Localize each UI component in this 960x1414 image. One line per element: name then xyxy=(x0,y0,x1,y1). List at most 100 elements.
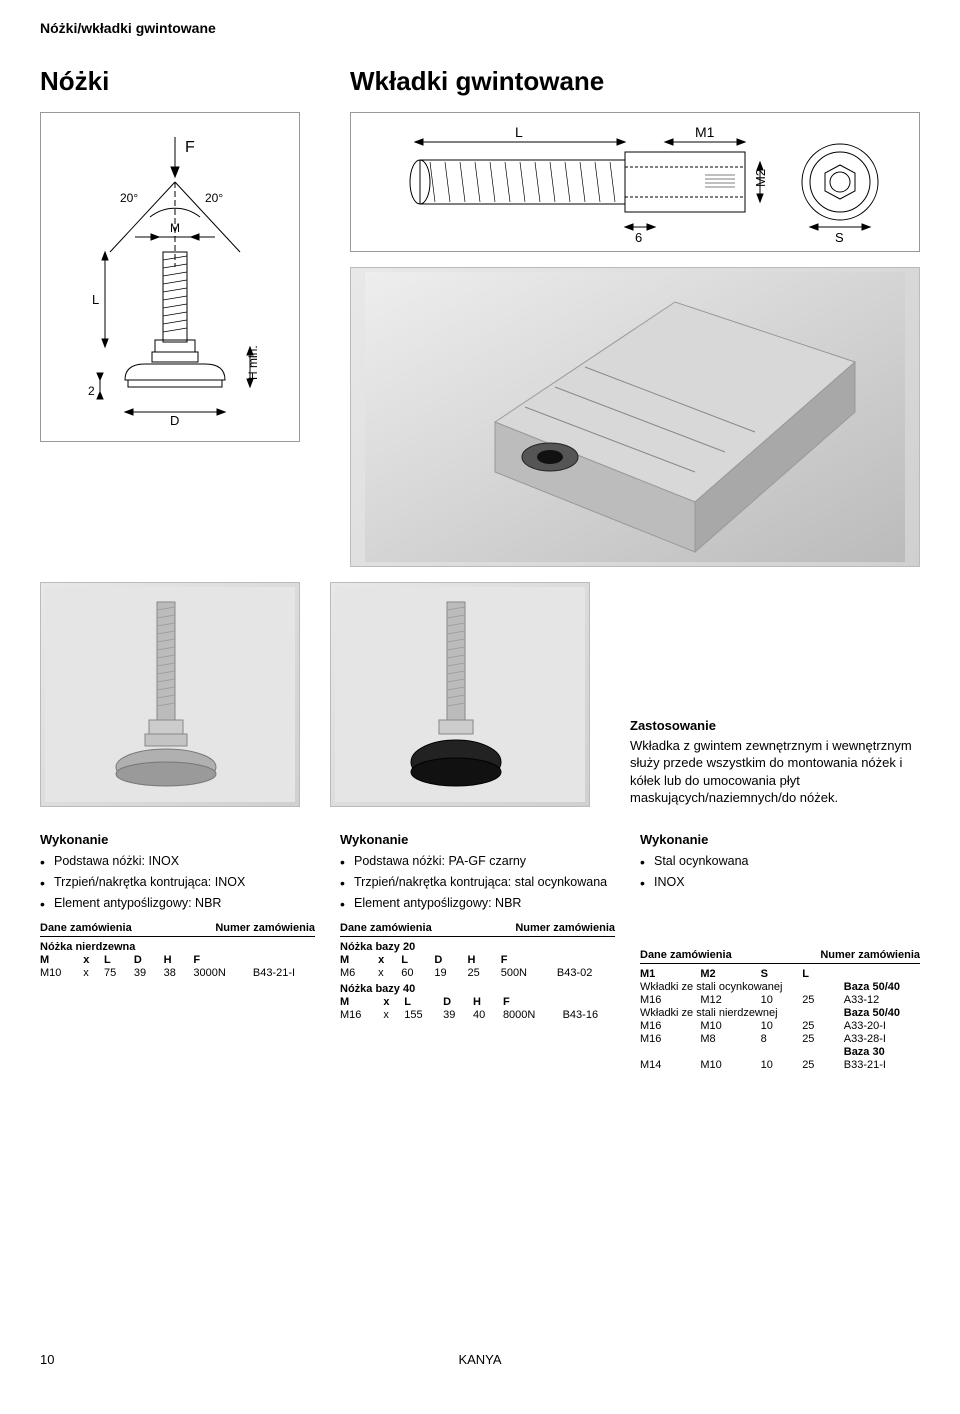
left-title: Nóżki xyxy=(40,66,320,97)
svg-text:2: 2 xyxy=(88,384,95,398)
sub-row-r: Baza 50/40 xyxy=(844,1007,920,1020)
bullets-2: Podstawa nóżki: PA-GF czarny Trzpień/nak… xyxy=(340,852,615,912)
foot-diagram-svg: F 20° 20° M xyxy=(50,122,290,432)
cell: 19 xyxy=(434,967,467,980)
cell: B33-21-I xyxy=(844,1059,920,1072)
col-h: S xyxy=(761,968,803,981)
col-h: F xyxy=(193,954,252,967)
list-item: Podstawa nóżki: PA-GF czarny xyxy=(354,852,615,870)
col-h: L xyxy=(802,968,844,981)
col-h: H xyxy=(473,996,503,1009)
profile-photo-svg xyxy=(365,272,905,562)
foot-photo-black xyxy=(330,582,590,807)
cell: M8 xyxy=(700,1033,760,1046)
cell: 500N xyxy=(501,967,557,980)
svg-text:M: M xyxy=(170,221,180,235)
sub-2-2: Nóżka bazy 40 xyxy=(340,983,615,995)
col-h xyxy=(557,954,615,967)
list-item: Element antypoślizgowy: NBR xyxy=(54,894,315,912)
column-1: Wykonanie Podstawa nóżki: INOX Trzpień/n… xyxy=(40,832,315,1072)
svg-text:6: 6 xyxy=(635,230,642,245)
cell: 40 xyxy=(473,1009,503,1022)
col-h: D xyxy=(134,954,164,967)
page-header: Nóżki/wkładki gwintowane xyxy=(40,20,920,36)
table-row: M10 x 75 39 38 3000N B43-21-I xyxy=(40,967,315,980)
table-row: Wkładki ze stali nierdzewnej Baza 50/40 xyxy=(640,1007,920,1020)
top-row: Nóżki F 20° 20° M xyxy=(40,66,920,567)
profile-photo xyxy=(350,267,920,567)
cell: 25 xyxy=(468,967,501,980)
label-F: F xyxy=(185,139,195,156)
cell: x xyxy=(378,967,401,980)
bullets-3: Stal ocynkowana INOX xyxy=(640,852,920,891)
table-3: M1 M2 S L Wkładki ze stali ocynkowanej B… xyxy=(640,968,920,1072)
data-header-2: Dane zamówienia Numer zamówienia xyxy=(340,922,615,937)
cell: M10 xyxy=(700,1020,760,1033)
column-3: Wykonanie Stal ocynkowana INOX Dane zamó… xyxy=(640,832,920,1072)
bullets-1: Podstawa nóżki: INOX Trzpień/nakrętka ko… xyxy=(40,852,315,912)
svg-text:H min.: H min. xyxy=(246,345,260,380)
dh-left: Dane zamówienia xyxy=(340,922,432,934)
cell: B43-16 xyxy=(563,1009,615,1022)
sub-row xyxy=(640,1046,844,1059)
data-header-3: Dane zamówienia Numer zamówienia xyxy=(640,949,920,964)
list-item: INOX xyxy=(654,873,920,891)
cell: A33-28-I xyxy=(844,1033,920,1046)
cell: 25 xyxy=(802,1020,844,1033)
foot-photo-steel xyxy=(40,582,300,807)
cell: 8000N xyxy=(503,1009,563,1022)
cell: 155 xyxy=(404,1009,443,1022)
cell: 8 xyxy=(761,1033,803,1046)
list-item: Element antypoślizgowy: NBR xyxy=(354,894,615,912)
col-h: L xyxy=(404,996,443,1009)
cell: 25 xyxy=(802,994,844,1007)
list-item: Trzpień/nakrętka kontrująca: stal ocynko… xyxy=(354,873,615,891)
dh-right: Numer zamówienia xyxy=(515,922,615,934)
cell: 10 xyxy=(761,1020,803,1033)
footer: 10 KANYA xyxy=(40,1352,920,1367)
cell: 60 xyxy=(401,967,434,980)
svg-text:M2: M2 xyxy=(753,169,768,187)
svg-text:20°: 20° xyxy=(205,191,223,205)
cell: 39 xyxy=(443,1009,473,1022)
cell: 38 xyxy=(164,967,194,980)
page-number: 10 xyxy=(40,1352,54,1367)
svg-text:D: D xyxy=(170,413,179,428)
col-h: M1 xyxy=(640,968,700,981)
list-item: Stal ocynkowana xyxy=(654,852,920,870)
cell: 10 xyxy=(761,994,803,1007)
right-column-top: Wkładki gwintowane L M1 xyxy=(350,66,920,567)
data-header-1: Dane zamówienia Numer zamówienia xyxy=(40,922,315,937)
cell: M16 xyxy=(640,1020,700,1033)
dh-right: Numer zamówienia xyxy=(820,949,920,961)
foot-diagram: F 20° 20° M xyxy=(40,112,300,442)
column-2: Wykonanie Podstawa nóżki: PA-GF czarny T… xyxy=(340,832,615,1072)
cell: M10 xyxy=(700,1059,760,1072)
col-h: x xyxy=(83,954,104,967)
insert-diagram-svg: L M1 xyxy=(365,117,905,247)
cell: M6 xyxy=(340,967,378,980)
cell: 75 xyxy=(104,967,134,980)
cell: B43-02 xyxy=(557,967,615,980)
wyk-heading-1: Wykonanie xyxy=(40,832,315,847)
svg-text:20°: 20° xyxy=(120,191,138,205)
cell: 25 xyxy=(802,1033,844,1046)
wyk-heading-3: Wykonanie xyxy=(640,832,920,847)
table-row: M x L D H F xyxy=(340,954,615,967)
dh-right: Numer zamówienia xyxy=(215,922,315,934)
col-h: H xyxy=(468,954,501,967)
cell: A33-20-I xyxy=(844,1020,920,1033)
list-item: Podstawa nóżki: INOX xyxy=(54,852,315,870)
cell: M16 xyxy=(640,1033,700,1046)
left-column-top: Nóżki F 20° 20° M xyxy=(40,66,320,567)
col-h: L xyxy=(104,954,134,967)
application-heading: Zastosowanie xyxy=(630,717,920,735)
cell: x xyxy=(83,967,104,980)
col-h: M xyxy=(40,954,83,967)
col-h xyxy=(253,954,315,967)
mid-row: Zastosowanie Wkładka z gwintem zewnętrzn… xyxy=(40,582,920,807)
table-row: Wkładki ze stali ocynkowanej Baza 50/40 xyxy=(640,981,920,994)
sub-row-r: Baza 30 xyxy=(844,1046,920,1059)
svg-text:M1: M1 xyxy=(695,124,715,140)
application-body: Wkładka z gwintem zewnętrznym i wewnętrz… xyxy=(630,737,920,807)
